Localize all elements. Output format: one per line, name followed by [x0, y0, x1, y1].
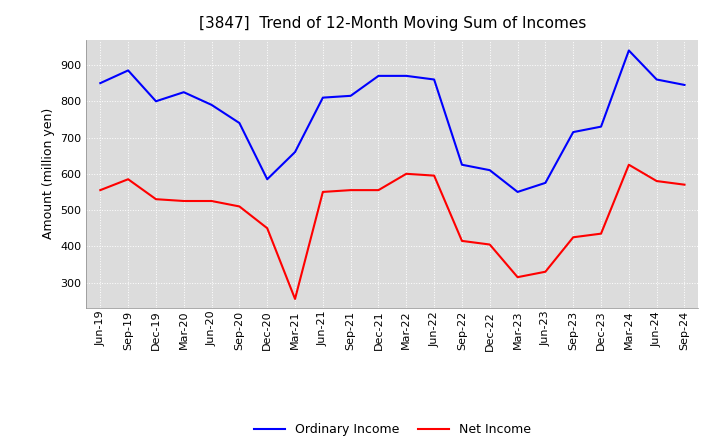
Net Income — [430, 173, 438, 178]
Net Income — [597, 231, 606, 236]
Net Income — [96, 187, 104, 193]
Ordinary Income — [652, 77, 661, 82]
Line: Ordinary Income: Ordinary Income — [100, 51, 685, 192]
Ordinary Income — [624, 48, 633, 53]
Net Income — [291, 296, 300, 301]
Ordinary Income — [318, 95, 327, 100]
Ordinary Income — [680, 82, 689, 88]
Net Income — [346, 187, 355, 193]
Ordinary Income — [235, 121, 243, 126]
Net Income — [541, 269, 550, 275]
Net Income — [152, 197, 161, 202]
Net Income — [318, 189, 327, 194]
Net Income — [402, 171, 410, 176]
Net Income — [680, 182, 689, 187]
Line: Net Income: Net Income — [100, 165, 685, 299]
Y-axis label: Amount (million yen): Amount (million yen) — [42, 108, 55, 239]
Net Income — [263, 226, 271, 231]
Net Income — [458, 238, 467, 244]
Net Income — [652, 178, 661, 183]
Ordinary Income — [374, 73, 383, 78]
Net Income — [513, 275, 522, 280]
Net Income — [569, 235, 577, 240]
Ordinary Income — [485, 168, 494, 173]
Title: [3847]  Trend of 12-Month Moving Sum of Incomes: [3847] Trend of 12-Month Moving Sum of I… — [199, 16, 586, 32]
Legend: Ordinary Income, Net Income: Ordinary Income, Net Income — [248, 418, 536, 440]
Net Income — [374, 187, 383, 193]
Net Income — [485, 242, 494, 247]
Ordinary Income — [541, 180, 550, 186]
Ordinary Income — [513, 189, 522, 194]
Ordinary Income — [179, 90, 188, 95]
Ordinary Income — [346, 93, 355, 99]
Net Income — [207, 198, 216, 204]
Ordinary Income — [124, 68, 132, 73]
Ordinary Income — [263, 176, 271, 182]
Ordinary Income — [430, 77, 438, 82]
Ordinary Income — [207, 102, 216, 107]
Ordinary Income — [402, 73, 410, 78]
Ordinary Income — [458, 162, 467, 167]
Net Income — [235, 204, 243, 209]
Net Income — [124, 176, 132, 182]
Ordinary Income — [152, 99, 161, 104]
Net Income — [179, 198, 188, 204]
Net Income — [624, 162, 633, 167]
Ordinary Income — [291, 150, 300, 155]
Ordinary Income — [569, 129, 577, 135]
Ordinary Income — [96, 81, 104, 86]
Ordinary Income — [597, 124, 606, 129]
